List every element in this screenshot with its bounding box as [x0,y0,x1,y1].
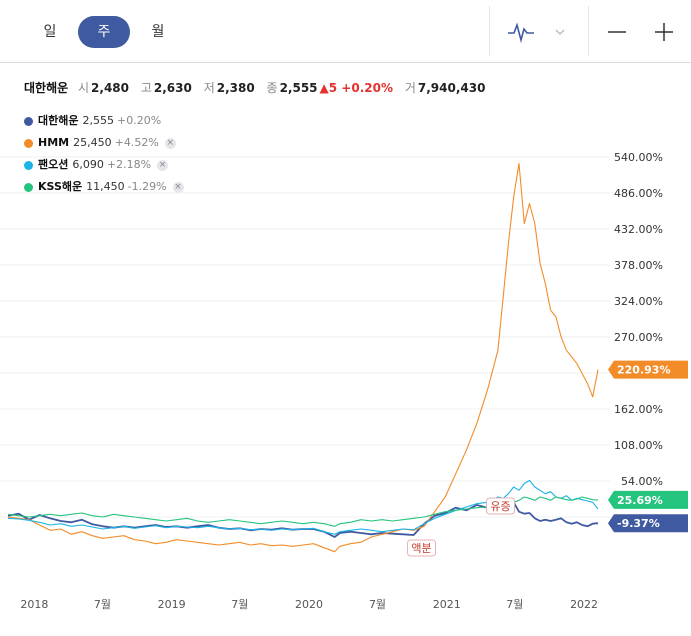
legend-price: 11,450 [86,180,125,193]
y-tick-label: 270.00% [614,331,663,344]
y-tick-label: 486.00% [614,187,663,200]
legend-color-dot [24,138,33,148]
legend-color-dot [24,160,33,170]
y-tick-label: 162.00% [614,403,663,416]
y-tick-label: 378.00% [614,259,663,272]
event-annotation-box [407,539,437,557]
tab-month[interactable]: 월 [151,24,165,40]
legend-name: 대한해운 [38,114,79,127]
legend-color-dot [24,182,33,192]
quote-summary: 대한해운 시 2,480 고 2,630 저 2,380 종 2,555 ▲5 +0.20… [24,79,493,96]
line-chart-icon[interactable] [505,16,537,48]
event-annotation-label: 유증 [490,500,510,513]
y-tick-label: 108.00% [614,439,663,452]
legend-price: 6,090 [72,158,104,171]
legend-price: 25,450 [73,136,112,149]
legend-name: KSS해운 [38,180,83,193]
remove-series-icon[interactable]: × [172,181,184,193]
open-label: 시 [78,81,90,95]
event-annotation-label: 액분 [411,542,431,555]
x-tick-label: 2019 [158,598,186,611]
toolbar-divider [588,6,589,56]
high-value: 2,630 [153,81,192,95]
last-value-label: 220.93% [617,364,670,377]
legend-item[interactable]: 대한해운 2,555 +0.20% [24,110,184,132]
x-tick-label: 2020 [295,598,323,611]
volume-value: 7,940,430 [417,81,486,95]
plus-icon[interactable] [651,16,677,48]
last-value-tag [608,360,688,379]
quote-stock-name: 대한해운 [24,81,69,95]
y-tick-label: 432.00% [614,223,663,236]
x-tick-label: 7월 [369,598,386,611]
change-value: ▲5 +0.20% [319,81,393,95]
close-value: 2,555 [279,81,318,95]
y-tick-label: 54.00% [621,475,663,488]
legend-change: +4.52% [114,136,159,149]
tab-day[interactable]: 일 [43,24,57,40]
last-value-label: -9.37% [617,517,660,530]
period-tabbar: 일 주 월 [0,0,691,63]
legend-item[interactable]: KSS해운 11,450 -1.29% × [24,176,184,198]
y-tick-label: 540.00% [614,151,663,164]
last-value-tag [608,514,688,533]
remove-series-icon[interactable]: × [157,159,169,171]
legend-item[interactable]: HMM 25,450 +4.52% × [24,132,184,154]
minus-icon[interactable] [604,16,630,48]
low-value: 2,380 [216,81,255,95]
legend-change: +2.18% [106,158,152,171]
x-tick-label: 7월 [94,598,111,611]
series-line [7,496,599,527]
legend-price: 2,555 [82,114,114,127]
remove-series-icon[interactable]: × [164,137,176,149]
open-value: 2,480 [91,81,130,95]
x-tick-label: 2018 [20,598,48,611]
x-tick-label: 2021 [433,598,461,611]
y-tick-label: 324.00% [614,295,663,308]
chart-legend: 대한해운 2,555 +0.20% HMM 25,450 +4.52% × 팬오션 6,090 +… [24,110,184,198]
legend-change: -1.29% [127,180,167,193]
toolbar-divider [489,6,490,56]
event-annotation-box [486,497,516,515]
series-line [7,162,599,553]
chevron-down-icon[interactable] [550,16,570,48]
low-label: 저 [203,81,215,95]
legend-item[interactable]: 팬오션 6,090 +2.18% × [24,154,184,176]
legend-change: +0.20% [116,114,162,127]
x-tick-label: 7월 [506,598,523,611]
close-label: 종 [266,81,278,95]
legend-name: HMM [38,136,70,149]
volume-label: 거 [404,81,416,95]
series-line [7,479,599,535]
x-tick-label: 2022 [570,598,598,611]
high-label: 고 [140,81,152,95]
tab-week[interactable]: 주 [78,16,130,48]
legend-color-dot [24,116,33,126]
last-value-tag [608,490,688,509]
x-tick-label: 7월 [231,598,248,611]
legend-name: 팬오션 [38,158,69,171]
last-value-label: 25.69% [617,494,663,507]
